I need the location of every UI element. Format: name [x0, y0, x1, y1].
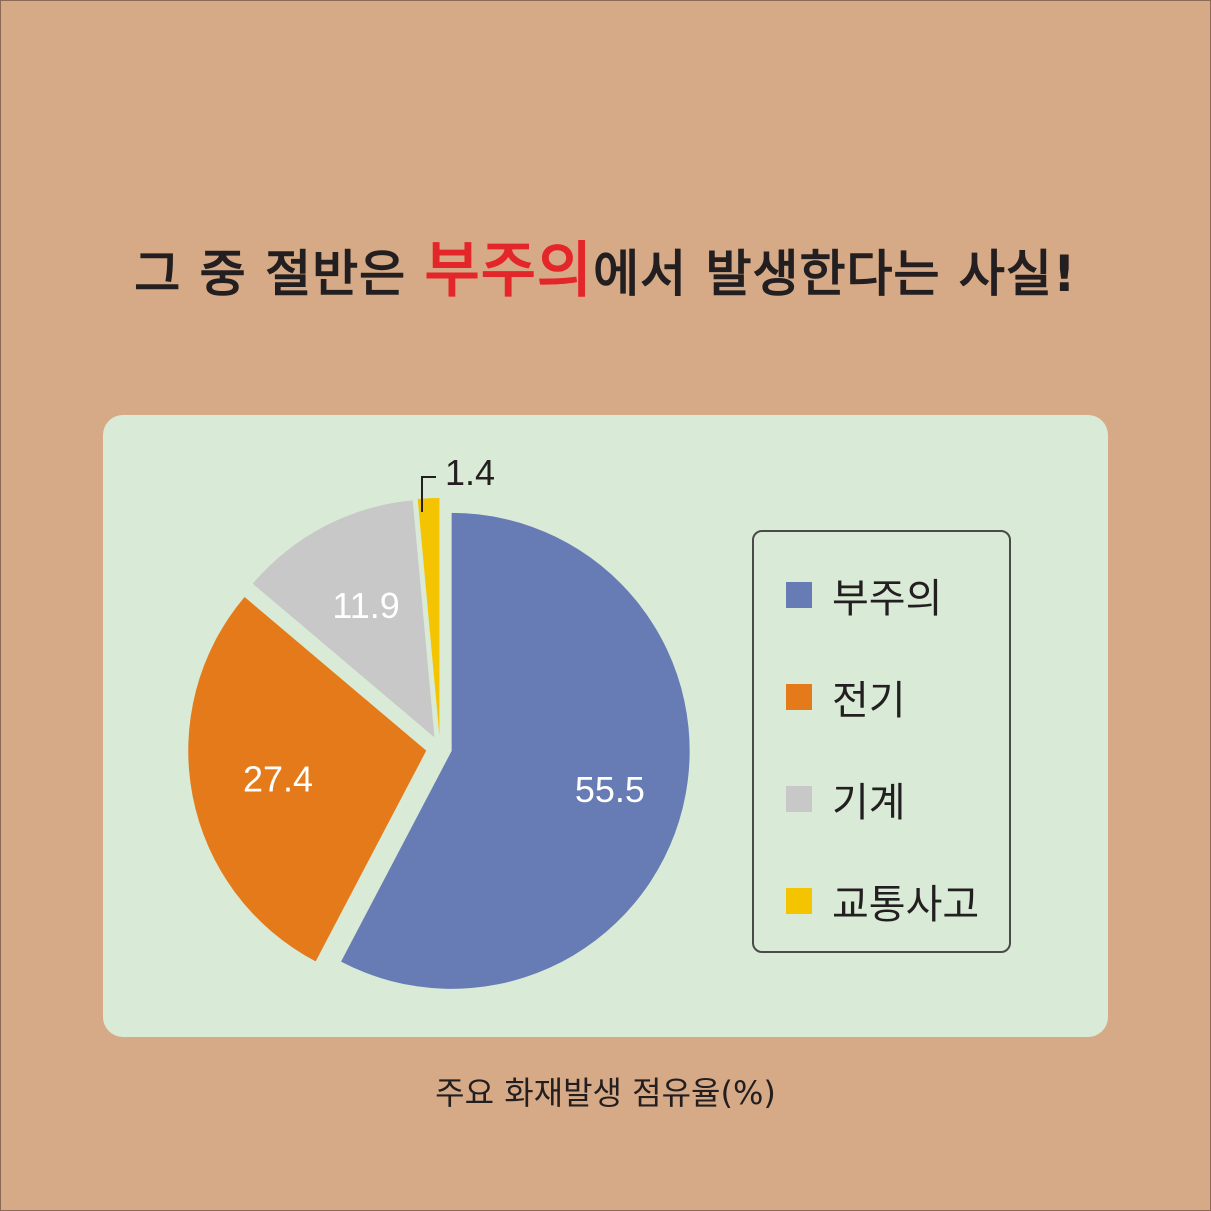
- chart-caption: 주요 화재발생 점유율(%): [435, 1074, 776, 1112]
- legend-swatch: [786, 582, 812, 608]
- legend-swatch: [786, 786, 812, 812]
- title-part: 그 중 절반은: [134, 245, 425, 303]
- data-label: 55.5: [575, 769, 645, 810]
- pie-slice-0: [341, 512, 690, 989]
- legend-label: 교통사고: [832, 882, 980, 928]
- legend-label: 전기: [832, 678, 906, 724]
- data-label: 27.4: [243, 759, 313, 800]
- data-label: 11.9: [332, 585, 399, 626]
- legend-item: 부주의: [786, 566, 942, 624]
- legend-label: 기계: [832, 780, 906, 826]
- leader-line: [421, 476, 436, 512]
- legend-item: 교통사고: [786, 872, 979, 930]
- legend-item: 전기: [786, 668, 906, 726]
- title-part: 에서 발생한다는 사실!: [593, 245, 1077, 303]
- page-title: 그 중 절반은 부주의에서 발생한다는 사실!: [0, 222, 1211, 309]
- legend-swatch: [786, 684, 812, 710]
- data-label: 1.4: [445, 452, 495, 493]
- pie-slice-2: [252, 500, 435, 738]
- legend-item: 기계: [786, 770, 906, 828]
- legend-swatch: [786, 888, 812, 914]
- pie-slice-1: [188, 596, 427, 962]
- title-highlight: 부주의: [424, 236, 594, 306]
- pie-slice-3: [417, 498, 440, 737]
- legend-label: 부주의: [832, 576, 943, 622]
